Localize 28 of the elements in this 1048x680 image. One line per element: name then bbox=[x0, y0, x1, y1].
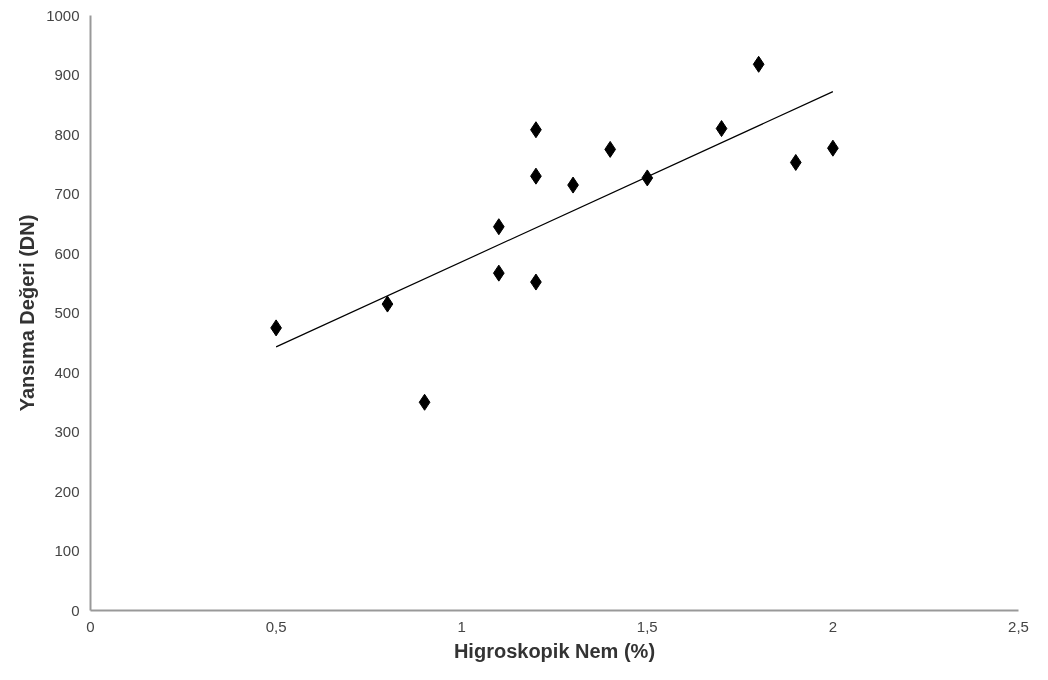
y-tick-label: 200 bbox=[54, 482, 80, 500]
point bbox=[381, 295, 394, 313]
y-tick-label: 300 bbox=[54, 423, 80, 440]
y-tick-label: 400 bbox=[54, 363, 80, 381]
x-tick-label: 2,5 bbox=[1008, 617, 1029, 635]
x-tick-label: 1 bbox=[457, 617, 466, 635]
point bbox=[492, 264, 505, 282]
point bbox=[492, 218, 505, 236]
y-tick-label: 900 bbox=[54, 66, 80, 83]
y-tick-label: 800 bbox=[54, 125, 80, 143]
y-tick-label: 100 bbox=[54, 542, 80, 559]
x-tick-label: 2 bbox=[828, 617, 838, 635]
x-axis-title: Higroskopik Nem (%) bbox=[453, 639, 656, 662]
x-tick-label: 1,5 bbox=[636, 617, 658, 635]
y-tick-label: 600 bbox=[54, 244, 80, 262]
y-axis-title: Yansıma Değeri (DN) bbox=[16, 214, 39, 412]
y-tick-label: 1000 bbox=[46, 6, 80, 24]
y-tick-label: 700 bbox=[54, 185, 80, 202]
point bbox=[752, 55, 765, 73]
point bbox=[715, 120, 728, 138]
point bbox=[418, 393, 431, 411]
y-tick-label: 500 bbox=[54, 304, 80, 321]
x-tick-label: 0,5 bbox=[265, 617, 287, 635]
point bbox=[789, 153, 802, 171]
point bbox=[604, 140, 617, 158]
y-tick-label: 0 bbox=[71, 601, 80, 619]
point bbox=[641, 169, 654, 187]
x-tick-label: 0 bbox=[86, 617, 95, 635]
